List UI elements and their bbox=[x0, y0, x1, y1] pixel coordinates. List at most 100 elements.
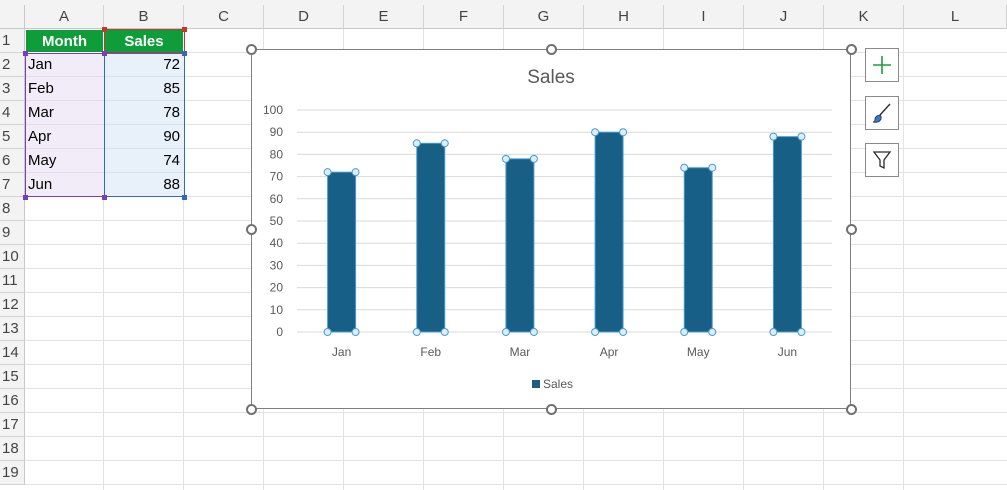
chart-resize-handle[interactable] bbox=[845, 403, 857, 415]
chart-resize-handle[interactable] bbox=[545, 43, 557, 55]
chart-resize-handle[interactable] bbox=[845, 43, 857, 55]
column-header-k[interactable]: K bbox=[824, 5, 904, 29]
row-header-2[interactable]: 2 bbox=[0, 53, 25, 77]
cell-month[interactable]: Apr bbox=[25, 125, 104, 149]
chart-resize-handle[interactable] bbox=[245, 43, 257, 55]
x-tick-label: Mar bbox=[510, 345, 531, 359]
bar-jan[interactable] bbox=[327, 171, 357, 333]
row-header-1[interactable]: 1 bbox=[0, 29, 25, 53]
range-resize-handle[interactable] bbox=[102, 195, 107, 200]
chart-resize-handle[interactable] bbox=[845, 223, 857, 235]
column-header-h[interactable]: H bbox=[584, 5, 664, 29]
bar-apr[interactable] bbox=[594, 131, 624, 333]
x-tick-label: Apr bbox=[600, 345, 619, 359]
cell-month[interactable]: Jun bbox=[25, 173, 104, 197]
y-tick-label: 40 bbox=[270, 236, 284, 250]
column-header-i[interactable]: I bbox=[664, 5, 744, 29]
chart-resize-handle[interactable] bbox=[245, 403, 257, 415]
column-header-a[interactable]: A bbox=[25, 5, 104, 29]
bar-selection-handle bbox=[591, 128, 600, 137]
y-tick-label: 10 bbox=[270, 303, 284, 317]
bar-selection-handle bbox=[619, 128, 628, 137]
row-header-8[interactable]: 8 bbox=[0, 197, 25, 221]
column-header-f[interactable]: F bbox=[424, 5, 504, 29]
legend-label[interactable]: Sales bbox=[543, 377, 573, 391]
x-tick-label: Jan bbox=[332, 345, 351, 359]
column-header-l[interactable]: L bbox=[904, 5, 1007, 29]
bar-may[interactable] bbox=[683, 167, 713, 333]
column-header-e[interactable]: E bbox=[344, 5, 424, 29]
column-header-j[interactable]: J bbox=[744, 5, 824, 29]
range-resize-handle[interactable] bbox=[23, 195, 28, 200]
bar-chart: Sales 0 10 20 30 40 50 60 70 80 90 100 Jan Feb Mar Apr M… bbox=[263, 67, 832, 391]
row-header-6[interactable]: 6 bbox=[0, 149, 25, 173]
cell-month[interactable]: Mar bbox=[25, 101, 104, 125]
column-header-g[interactable]: G bbox=[504, 5, 584, 29]
cell-month[interactable]: Feb bbox=[25, 77, 104, 101]
paintbrush-icon bbox=[872, 103, 891, 123]
cell-sales[interactable]: 78 bbox=[104, 101, 184, 125]
cell-month[interactable]: May bbox=[25, 149, 104, 173]
row-header-7[interactable]: 7 bbox=[0, 173, 25, 197]
cell-month[interactable]: Jan bbox=[25, 53, 104, 77]
chart-elements-button[interactable] bbox=[865, 48, 899, 82]
chart-resize-handle[interactable] bbox=[545, 403, 557, 415]
chart-title[interactable]: Sales bbox=[527, 67, 575, 88]
bar-selection-handle bbox=[351, 328, 360, 336]
y-tick-label: 30 bbox=[270, 258, 284, 272]
cell-sales[interactable]: 72 bbox=[104, 53, 184, 77]
row-header-16[interactable]: 16 bbox=[0, 389, 25, 413]
range-resize-handle[interactable] bbox=[182, 195, 187, 200]
column-header-b[interactable]: B bbox=[104, 5, 184, 29]
row-header-10[interactable]: 10 bbox=[0, 245, 25, 269]
row-header-9[interactable]: 9 bbox=[0, 221, 25, 245]
header-cell-sales[interactable]: Sales bbox=[104, 29, 184, 53]
bar-selection-handle bbox=[440, 328, 449, 336]
legend-swatch bbox=[532, 380, 540, 388]
chart-area[interactable]: Sales 0 10 20 30 40 50 60 70 80 90 100 Jan Feb Mar Apr M… bbox=[251, 49, 851, 409]
bar-jun[interactable] bbox=[772, 136, 802, 333]
bar-selection-handle bbox=[769, 132, 778, 141]
bar-feb[interactable] bbox=[416, 142, 446, 333]
x-tick-label: May bbox=[687, 345, 710, 359]
range-resize-handle[interactable] bbox=[182, 51, 187, 56]
cell-sales[interactable]: 85 bbox=[104, 77, 184, 101]
row-header-13[interactable]: 13 bbox=[0, 317, 25, 341]
row-header-12[interactable]: 12 bbox=[0, 293, 25, 317]
row-header-11[interactable]: 11 bbox=[0, 269, 25, 293]
column-header-c[interactable]: C bbox=[184, 5, 264, 29]
bar-selection-handle bbox=[619, 328, 628, 336]
range-resize-handle[interactable] bbox=[23, 51, 28, 56]
row-header-5[interactable]: 5 bbox=[0, 125, 25, 149]
bar-selection-handle bbox=[680, 328, 689, 336]
row-header-18[interactable]: 18 bbox=[0, 437, 25, 461]
chart-filters-button[interactable] bbox=[865, 143, 899, 177]
cell-sales[interactable]: 74 bbox=[104, 149, 184, 173]
cell-sales[interactable]: 88 bbox=[104, 173, 184, 197]
range-resize-handle[interactable] bbox=[102, 51, 107, 56]
range-resize-handle[interactable] bbox=[102, 27, 107, 32]
header-cell-month[interactable]: Month bbox=[25, 29, 104, 53]
bar-selection-handle bbox=[797, 328, 806, 336]
column-header-d[interactable]: D bbox=[264, 5, 344, 29]
chart-resize-handle[interactable] bbox=[245, 223, 257, 235]
row-header-4[interactable]: 4 bbox=[0, 101, 25, 125]
row-header-3[interactable]: 3 bbox=[0, 77, 25, 101]
bar-mar[interactable] bbox=[505, 158, 535, 333]
y-tick-label: 70 bbox=[270, 170, 284, 184]
y-tick-label: 80 bbox=[270, 147, 284, 161]
chart-styles-button[interactable] bbox=[865, 96, 899, 130]
plus-icon bbox=[873, 56, 891, 74]
range-resize-handle[interactable] bbox=[182, 27, 187, 32]
select-all-corner[interactable] bbox=[0, 5, 25, 29]
row-header-15[interactable]: 15 bbox=[0, 365, 25, 389]
top-strip bbox=[0, 0, 1007, 5]
bar-selection-handle bbox=[323, 328, 332, 336]
cell-sales[interactable]: 90 bbox=[104, 125, 184, 149]
row-header-14[interactable]: 14 bbox=[0, 341, 25, 365]
row-header-17[interactable]: 17 bbox=[0, 413, 25, 437]
row-header-19[interactable]: 19 bbox=[0, 461, 25, 485]
bar-selection-handle bbox=[591, 328, 600, 336]
x-tick-label: Feb bbox=[420, 345, 441, 359]
bar-selection-handle bbox=[323, 168, 332, 177]
